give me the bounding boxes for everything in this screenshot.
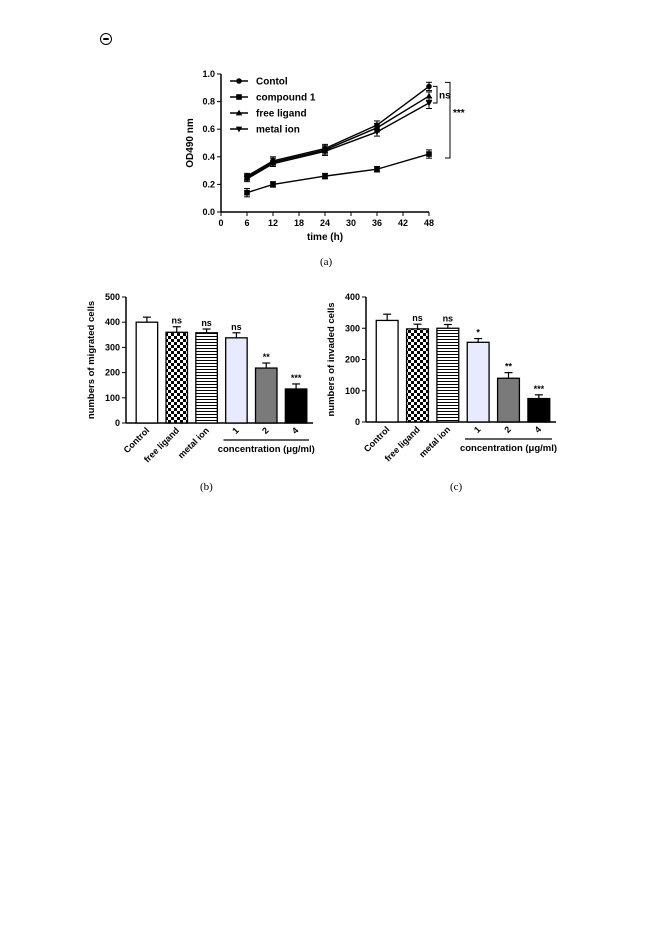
data-point-a xyxy=(322,173,328,179)
x-tick-label-a: 12 xyxy=(268,218,278,228)
y-tick-label-c: 400 xyxy=(345,292,360,302)
data-point-a xyxy=(426,151,432,157)
bar-c xyxy=(436,327,460,423)
sig-bracket-a xyxy=(445,81,451,159)
y-tick-label-b: 500 xyxy=(105,292,120,302)
data-point-a xyxy=(244,189,250,196)
legend-label-a: free ligand xyxy=(256,109,307,120)
x-tick-label-a: 48 xyxy=(424,218,434,228)
category-label-c: 1 xyxy=(472,424,483,435)
legend-marker-a xyxy=(235,126,243,133)
y-tick-label-b: 0 xyxy=(115,418,120,428)
legend-marker-a xyxy=(236,78,242,84)
y-tick-label-a: 1.0 xyxy=(202,69,215,79)
x-tick-label-a: 0 xyxy=(218,218,223,228)
significance-label-c: ns xyxy=(443,314,454,324)
category-label-c: 4 xyxy=(533,424,544,435)
category-label-c: 2 xyxy=(502,424,513,435)
legend-label-a: Contol xyxy=(256,77,288,88)
y-tick-label-a: 0.2 xyxy=(202,179,215,189)
data-point-a xyxy=(425,100,433,107)
caption-c: (c) xyxy=(450,481,463,493)
y-axis-label-b: numbers of migrated cells xyxy=(86,301,97,419)
y-tick-label-b: 300 xyxy=(105,342,120,352)
x-tick-label-a: 36 xyxy=(372,218,382,228)
x-tick-label-a: 42 xyxy=(398,218,408,228)
x-tick-label-a: 24 xyxy=(320,218,330,228)
category-label-b: 1 xyxy=(230,425,241,436)
y-tick-label-a: 0.0 xyxy=(202,207,215,217)
data-point-a xyxy=(426,83,432,90)
data-point-a xyxy=(374,166,380,173)
bar-c xyxy=(496,377,521,423)
group-label-c: concentration (μg/ml) xyxy=(460,443,557,454)
data-point-a xyxy=(270,181,276,188)
y-tick-label-c: 0 xyxy=(355,417,360,427)
category-label-c: Control xyxy=(362,424,392,454)
chart-a-od490: 0.0 0.2 0.4 0.6 0.8 1.0 0 6 12 18 24 30 36 42 48 time (… xyxy=(185,69,465,243)
group-label-b: concentration (μg/ml) xyxy=(218,444,315,455)
legend-marker-a xyxy=(235,109,243,116)
y-tick-label-a: 0.4 xyxy=(202,152,215,162)
x-tick-label-a: 18 xyxy=(294,218,304,228)
bar-c xyxy=(466,341,490,423)
category-label-b: 2 xyxy=(260,425,271,436)
significance-label-b: ns xyxy=(201,318,212,328)
significance-label-c: ns xyxy=(412,313,423,323)
significance-label-c: *** xyxy=(534,384,545,394)
y-tick-label-a: 0.6 xyxy=(202,124,215,134)
x-axis-label-a: time (h) xyxy=(307,232,343,243)
bar-c xyxy=(405,328,430,423)
ns-bracket-a xyxy=(433,85,438,104)
y-axis-label-a: OD490 nm xyxy=(185,118,196,168)
y-tick-label-a: 0.8 xyxy=(202,97,215,107)
x-tick-label-a: 30 xyxy=(346,218,356,228)
significance-label-c: * xyxy=(476,328,480,338)
data-point-a xyxy=(243,176,251,183)
y-tick-label-b: 200 xyxy=(105,368,120,378)
caption-a: (a) xyxy=(320,256,333,268)
significance-label-b: ns xyxy=(171,316,182,326)
category-label-b: 4 xyxy=(290,425,301,436)
chart-c-invaded-cells: 0 100 200 300 400 numbers of invaded cells Con… xyxy=(326,292,557,464)
data-point-a xyxy=(321,148,329,155)
legend-label-a: compound 1 xyxy=(256,93,316,104)
category-label-c: metal ion xyxy=(417,424,452,459)
data-point-a xyxy=(269,161,277,168)
y-tick-label-b: 400 xyxy=(105,317,120,327)
significance-label-b: ** xyxy=(263,352,271,362)
y-tick-label-c: 200 xyxy=(345,355,360,365)
y-tick-label-c: 300 xyxy=(345,323,360,333)
legend-label-a: metal ion xyxy=(256,125,300,136)
bar-c xyxy=(375,319,399,423)
significance-label-b: ns xyxy=(231,322,242,332)
x-tick-label-a: 6 xyxy=(244,218,249,228)
open-access-icon xyxy=(100,33,112,45)
y-axis-label-c: numbers of invaded cells xyxy=(326,302,337,416)
sig-annotation-a: *** xyxy=(453,108,465,119)
y-tick-label-b: 100 xyxy=(105,393,120,403)
data-point-a xyxy=(373,129,381,136)
chart-b-migrated-cells: 0 100 200 300 400 500 numbers of migrated cell… xyxy=(86,292,315,465)
bar-c xyxy=(527,397,551,423)
significance-label-c: ** xyxy=(505,362,513,372)
legend-marker-a xyxy=(236,94,242,100)
ns-annotation-a: ns xyxy=(439,91,451,102)
significance-label-b: *** xyxy=(291,373,302,383)
caption-b: (b) xyxy=(200,481,213,493)
y-tick-label-c: 100 xyxy=(345,386,360,396)
